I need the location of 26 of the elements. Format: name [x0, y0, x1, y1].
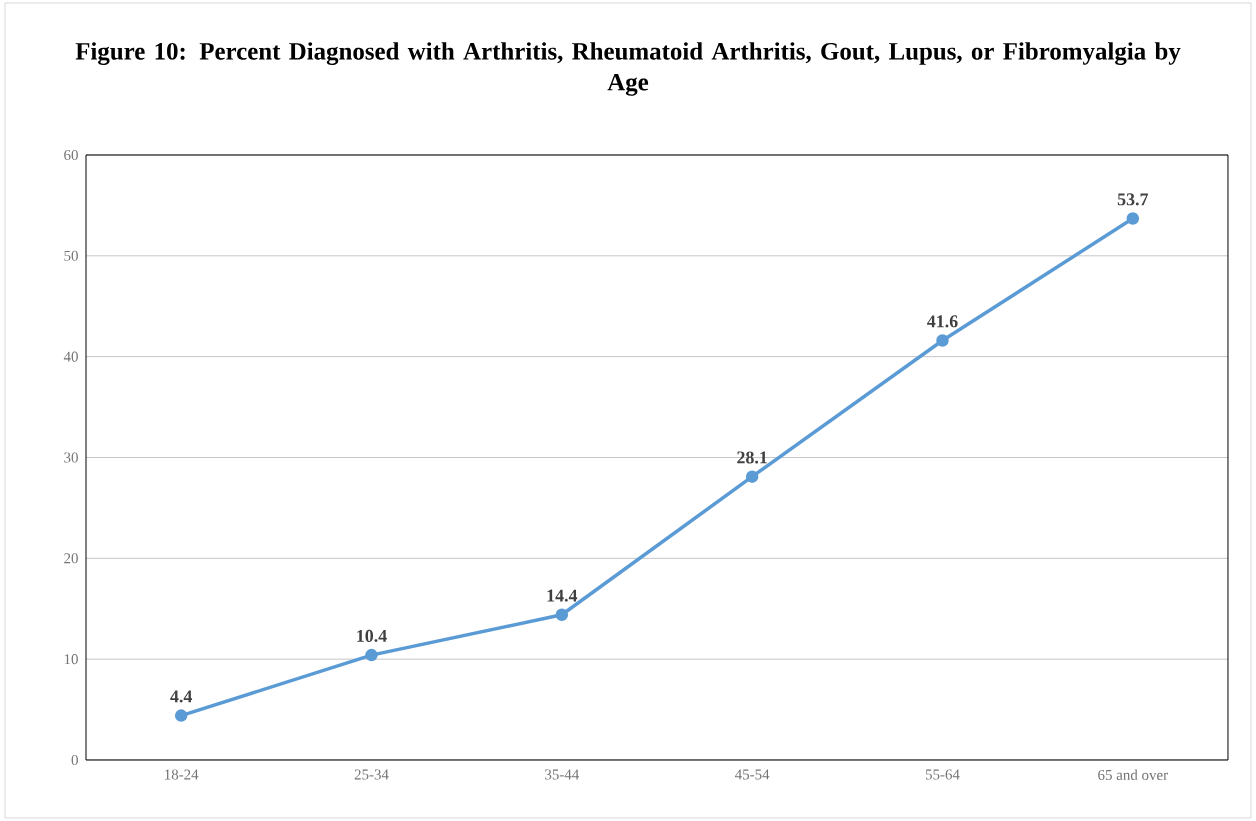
chart-title: Figure 10: Percent Diagnosed with Arthritis, Rheumatoid Arthritis, Gout, Lupus, or Fibromyalgia by Age — [75, 42, 1181, 96]
data-label: 14.4 — [547, 589, 578, 602]
y-tick-label: 50 — [64, 250, 78, 261]
x-tick-label: 18-24 — [165, 769, 199, 780]
point — [936, 334, 949, 347]
data-label: 53.7 — [1117, 193, 1149, 206]
y-tick-label: 30 — [64, 452, 78, 463]
data-label: 10.4 — [357, 629, 387, 643]
y-tick-label: 0 — [71, 754, 78, 766]
point — [174, 709, 188, 722]
data-label: 41.6 — [927, 315, 958, 328]
y-tick-label: 60 — [64, 149, 78, 161]
data-label: 28.1 — [737, 451, 767, 464]
x-tick-label: 55-64 — [925, 769, 960, 780]
x-tick-label: 25-34 — [354, 769, 389, 780]
y-tick-label: 10 — [64, 654, 78, 665]
y-tick-label: 20 — [64, 553, 78, 564]
data-label: 4.4 — [170, 690, 193, 703]
x-tick-label: 45-54 — [735, 769, 770, 780]
point — [745, 470, 759, 483]
point — [555, 608, 569, 622]
point — [365, 648, 378, 662]
point — [1126, 212, 1140, 225]
y-tick-label: 40 — [63, 351, 78, 362]
x-tick-label: 35-44 — [545, 769, 580, 780]
x-tick-label: 65 and over — [1098, 769, 1168, 781]
